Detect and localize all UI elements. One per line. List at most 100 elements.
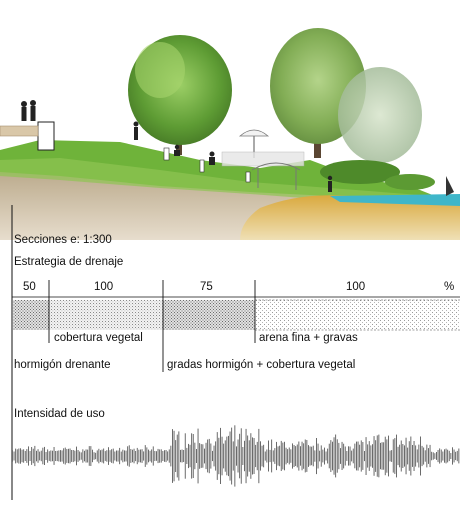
waveform-bar	[180, 449, 181, 463]
waveform-bar	[60, 450, 61, 462]
waveform-bar	[188, 443, 189, 469]
waveform-bar	[124, 450, 125, 462]
waveform-bar	[45, 452, 47, 460]
waveform-bar	[442, 451, 444, 461]
waveform-bar	[55, 451, 57, 461]
waveform-bar	[194, 442, 196, 470]
waveform-bar	[61, 450, 63, 462]
waveform-bar	[453, 449, 455, 463]
waveform-bar	[32, 448, 34, 464]
waveform-bar	[114, 451, 116, 461]
waveform-bar	[26, 449, 28, 463]
waveform-bar	[31, 447, 33, 465]
waveform-bar	[12, 450, 13, 462]
waveform-bar	[258, 428, 260, 484]
waveform-bar	[138, 449, 140, 463]
percent-value-1: 50	[23, 281, 36, 293]
waveform-bar	[90, 446, 92, 466]
waveform-bar	[434, 453, 436, 459]
waveform-bar	[140, 449, 141, 463]
waveform-bar	[354, 443, 356, 469]
waveform-bar	[152, 446, 154, 466]
drainage-title: Estrategia de drenaje	[14, 256, 124, 268]
waveform-bar	[135, 451, 137, 462]
waveform-bar	[44, 446, 45, 465]
label-hormigon-drenante: hormigón drenante	[14, 359, 111, 371]
waveform-bar	[215, 441, 217, 471]
waveform-bar	[21, 449, 23, 463]
waveform-bar	[253, 438, 255, 474]
waveform-bar	[162, 451, 164, 461]
waveform-bar	[256, 441, 258, 471]
stratum-gradas	[163, 300, 255, 330]
waveform-bar	[172, 429, 173, 483]
waveform-bar	[298, 441, 300, 471]
waveform-bar	[359, 444, 361, 468]
waveform-bar	[127, 446, 129, 466]
stratum-arena	[255, 300, 460, 330]
waveform-bar	[226, 436, 228, 476]
waveform-bar	[410, 436, 412, 476]
waveform-bar	[112, 448, 114, 464]
waveform-bar	[333, 437, 335, 475]
waveform-bar	[29, 451, 31, 461]
waveform-bar	[191, 433, 193, 479]
waveform-bar	[176, 434, 178, 478]
waveform-bar	[184, 433, 186, 479]
percent-value-4: 100	[346, 281, 366, 293]
waveform-bar	[348, 446, 349, 466]
waveform-bar	[228, 435, 229, 477]
waveform-bar	[431, 451, 433, 461]
waveform-bar	[402, 444, 404, 468]
waveform-bar	[156, 451, 157, 461]
waveform-bar	[324, 447, 325, 465]
waveform-bar	[325, 451, 327, 461]
waveform-bar	[108, 447, 109, 465]
waveform-bar	[396, 434, 397, 478]
sand-layer	[240, 195, 460, 240]
waveform-bar	[343, 443, 345, 469]
waveform-bar	[231, 427, 233, 485]
waveform-bar	[255, 444, 257, 468]
waveform-bar	[349, 446, 351, 466]
waveform-bar	[87, 449, 89, 463]
waveform-bar	[247, 435, 249, 477]
waveform-bar	[444, 449, 445, 463]
waveform-bar	[34, 445, 36, 467]
waveform-bar	[301, 441, 303, 471]
waveform-bar	[216, 432, 218, 480]
waveform-bar	[252, 437, 253, 475]
waveform-bar	[400, 440, 402, 472]
stratum-cobertura	[49, 300, 163, 330]
waveform-bar	[412, 445, 413, 467]
waveform-bar	[378, 434, 380, 478]
waveform-bar	[96, 450, 98, 462]
waveform-bar	[340, 448, 341, 464]
waveform-bar	[450, 453, 452, 459]
waveform-bar	[197, 428, 199, 484]
waveform-bar	[20, 448, 21, 464]
waveform-bar	[429, 444, 431, 468]
waveform-bar	[440, 449, 442, 463]
waveform-bar	[50, 450, 52, 462]
waveform-bar	[76, 446, 77, 466]
waveform-bar	[204, 448, 205, 464]
waveform-bar	[136, 447, 138, 465]
waveform-bar	[397, 446, 399, 466]
scale-label: Secciones e: 1:300	[14, 234, 112, 246]
waveform-bar	[232, 441, 234, 471]
waveform-bar	[165, 450, 167, 463]
waveform-bar	[445, 448, 447, 464]
waveform-bar	[64, 447, 66, 465]
waveform-bar	[144, 445, 146, 467]
waveform-bar	[141, 449, 143, 463]
waveform-bar	[263, 444, 265, 468]
waveform-bar	[312, 445, 314, 467]
waveform-bar	[336, 439, 338, 473]
waveform-bar	[293, 445, 295, 467]
waveform-bar	[280, 440, 282, 471]
waveform-bar	[290, 449, 292, 463]
waveform-bar	[383, 442, 385, 470]
waveform-bar	[373, 436, 375, 476]
waveform-bar	[66, 449, 68, 463]
